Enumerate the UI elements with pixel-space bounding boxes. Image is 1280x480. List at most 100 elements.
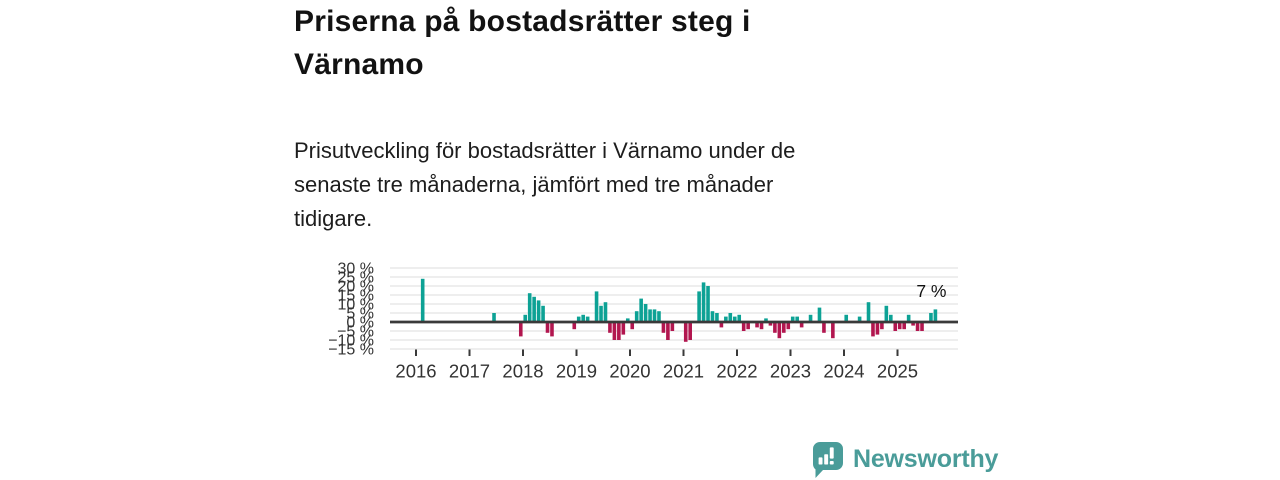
bar-chart-canvas: 30 %25 %20 %15 %10 %5 %0 %−5 %−10 %−15 %… — [328, 261, 958, 382]
bar-positive — [790, 316, 795, 322]
bar-negative — [545, 322, 550, 333]
bar-positive — [599, 305, 603, 322]
bar-negative — [871, 322, 875, 337]
bar-positive — [933, 309, 938, 322]
x-tick-label: 2019 — [556, 361, 597, 382]
x-tick-label: 2018 — [502, 361, 543, 382]
x-tick-label: 2021 — [663, 361, 704, 382]
bar-positive — [697, 291, 701, 322]
bar-negative — [893, 322, 898, 331]
bar-negative — [630, 322, 635, 330]
bar-positive — [710, 311, 715, 322]
bar-positive — [906, 314, 911, 322]
bar-positive — [523, 314, 528, 322]
newsworthy-bubble-chart-icon — [813, 442, 843, 478]
bar-negative — [777, 322, 782, 339]
bar-positive — [889, 314, 893, 322]
x-tick-label: 2025 — [877, 361, 918, 382]
y-tick-label: 10 % — [338, 297, 374, 314]
chart-description: Prisutveckling för bostadsrätter i Värna… — [294, 138, 796, 231]
bar-negative — [786, 322, 791, 330]
x-tick-label: 2020 — [609, 361, 650, 382]
bar-positive — [536, 300, 541, 322]
bar-positive — [576, 316, 581, 322]
bar-negative — [782, 322, 786, 333]
bar-positive — [732, 316, 737, 322]
bar-positive — [706, 286, 710, 322]
bar-negative — [920, 322, 924, 331]
y-tick-label: 0 % — [346, 315, 374, 332]
bar-positive — [857, 316, 862, 322]
bar-positive — [657, 311, 661, 322]
bar-positive — [541, 305, 545, 322]
bar-negative — [719, 322, 724, 328]
bar-positive — [866, 302, 871, 322]
bar-negative — [799, 322, 804, 328]
bar-positive — [817, 307, 822, 322]
bar-positive — [625, 318, 630, 322]
y-tick-label: −5 % — [337, 324, 374, 341]
y-tick-label: 20 % — [338, 279, 374, 296]
bar-negative — [518, 322, 523, 337]
x-tick-label: 2017 — [449, 361, 490, 382]
bar-negative — [670, 322, 675, 331]
x-tick-label: 2024 — [823, 361, 864, 382]
bar-positive — [844, 314, 849, 322]
bar-negative — [897, 322, 902, 330]
bar-negative — [768, 322, 773, 326]
bar-negative — [759, 322, 764, 330]
bar-positive — [929, 313, 933, 322]
bar-positive — [532, 296, 536, 322]
x-tick-label: 2016 — [395, 361, 436, 382]
bar-negative — [755, 322, 759, 328]
bar-negative — [572, 322, 577, 330]
bar-negative — [831, 322, 835, 339]
bar-negative — [666, 322, 670, 340]
bar-positive — [724, 316, 728, 322]
bar-negative — [617, 322, 621, 340]
latest-value-label: 7 % — [916, 281, 946, 301]
bar-negative — [880, 322, 884, 330]
bar-positive — [737, 314, 742, 322]
x-tick-label: 2022 — [716, 361, 757, 382]
y-tick-label: 25 % — [338, 270, 374, 287]
y-tick-label: 5 % — [346, 306, 374, 323]
bar-positive — [639, 298, 643, 322]
bar-positive — [594, 291, 599, 322]
bar-positive — [585, 316, 590, 322]
bar-negative — [773, 322, 777, 333]
newsworthy-wordmark: Newsworthy — [853, 445, 999, 473]
bar-positive — [634, 311, 639, 322]
bar-positive — [795, 316, 799, 322]
y-tick-label: 15 % — [338, 288, 374, 305]
bar-negative — [875, 322, 880, 335]
bar-positive — [701, 282, 706, 322]
bar-negative — [902, 322, 906, 330]
bar-negative — [911, 322, 915, 326]
x-tick-label: 2023 — [770, 361, 811, 382]
bar-positive — [715, 313, 719, 322]
bar-negative — [915, 322, 920, 331]
bar-positive — [652, 309, 657, 322]
newsworthy-logo: Newsworthy — [813, 442, 998, 480]
bar-positive — [527, 293, 532, 322]
bar-positive — [581, 314, 585, 322]
y-tick-label: −10 % — [328, 333, 374, 350]
bar-positive — [884, 305, 889, 322]
bar-negative — [612, 322, 617, 340]
bar-negative — [683, 322, 688, 342]
bar-positive — [603, 302, 608, 322]
bar-negative — [746, 322, 750, 330]
bar-negative — [621, 322, 626, 335]
bar-negative — [661, 322, 666, 333]
bar-negative — [688, 322, 692, 340]
bar-positive — [728, 313, 733, 322]
bar-negative — [608, 322, 612, 333]
bar-positive — [492, 313, 496, 322]
bar-positive — [808, 314, 813, 322]
page-title: Priserna på bostadsrätter steg i Värnamo — [294, 5, 751, 81]
bar-negative — [550, 322, 554, 337]
bar-positive — [764, 318, 768, 322]
bar-negative — [822, 322, 826, 333]
